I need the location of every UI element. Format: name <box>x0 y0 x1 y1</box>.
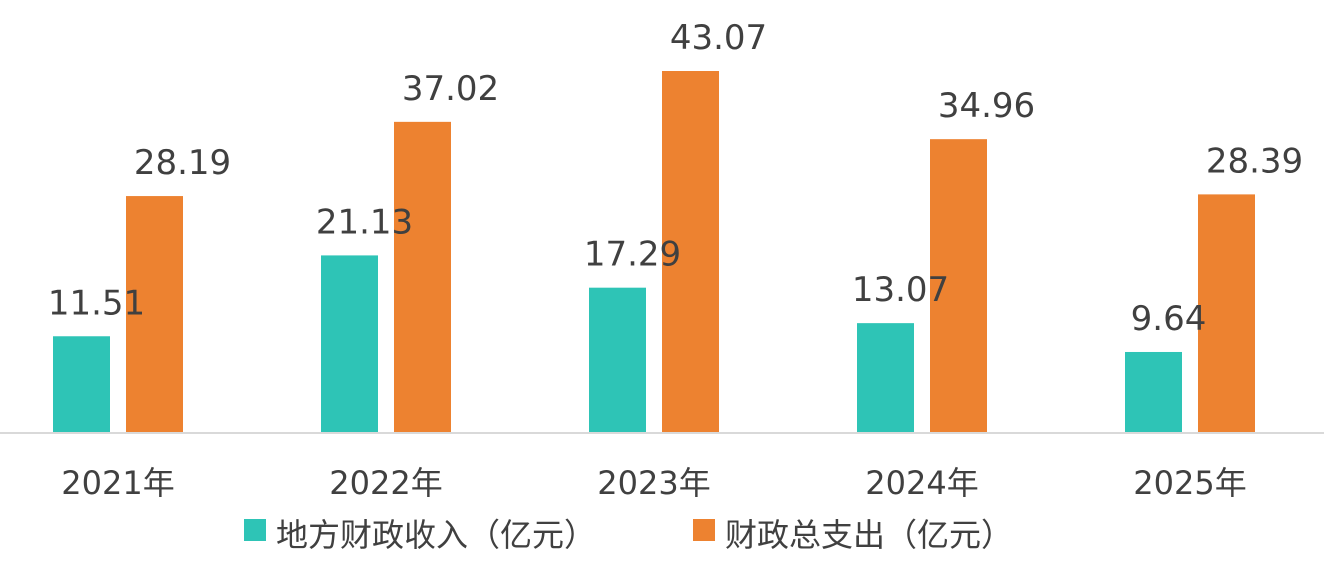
bar-revenue-4 <box>1125 351 1182 433</box>
bar-expenditure-4 <box>1198 194 1255 433</box>
legend-swatch-revenue <box>244 519 266 541</box>
x-tick-label-3: 2024年 <box>865 464 978 502</box>
x-tick-label-2: 2023年 <box>597 464 710 502</box>
legend-swatch-expenditure <box>693 519 715 541</box>
x-tick-label-0: 2021年 <box>61 464 174 502</box>
x-tick-label-1: 2022年 <box>329 464 442 502</box>
data-label-revenue-3: 13.07 <box>852 270 949 310</box>
bar-revenue-3 <box>857 323 914 433</box>
bar-expenditure-0 <box>126 196 183 433</box>
bar-revenue-1 <box>321 255 378 433</box>
bar-expenditure-3 <box>930 139 987 433</box>
data-labels-layer: 11.51 28.19 21.13 37.02 17.29 43.07 13.07 34.96… <box>48 18 1303 339</box>
data-label-revenue-0: 11.51 <box>48 283 145 323</box>
data-label-expenditure-1: 37.02 <box>402 69 499 109</box>
bar-expenditure-1 <box>394 121 451 433</box>
legend: 地方财政收入（亿元） 财政总支出（亿元） <box>244 516 1013 554</box>
data-label-revenue-2: 17.29 <box>584 235 681 275</box>
data-label-revenue-1: 21.13 <box>316 202 413 242</box>
legend-label-revenue: 地方财政收入（亿元） <box>276 516 596 554</box>
bar-revenue-2 <box>589 287 646 433</box>
data-label-expenditure-0: 28.19 <box>134 143 231 183</box>
data-label-expenditure-4: 28.39 <box>1206 141 1303 181</box>
bar-expenditure-2 <box>662 71 719 433</box>
x-tick-label-4: 2025年 <box>1133 464 1246 502</box>
x-axis-tick-labels: 2021年 2022年 2023年 2024年 2025年 <box>61 464 1246 502</box>
bars-layer <box>53 71 1255 433</box>
data-label-revenue-4: 9.64 <box>1131 299 1207 339</box>
bar-revenue-0 <box>53 336 110 433</box>
data-label-expenditure-2: 43.07 <box>670 18 767 58</box>
legend-label-expenditure: 财政总支出（亿元） <box>725 516 1013 554</box>
data-label-expenditure-3: 34.96 <box>938 86 1035 126</box>
